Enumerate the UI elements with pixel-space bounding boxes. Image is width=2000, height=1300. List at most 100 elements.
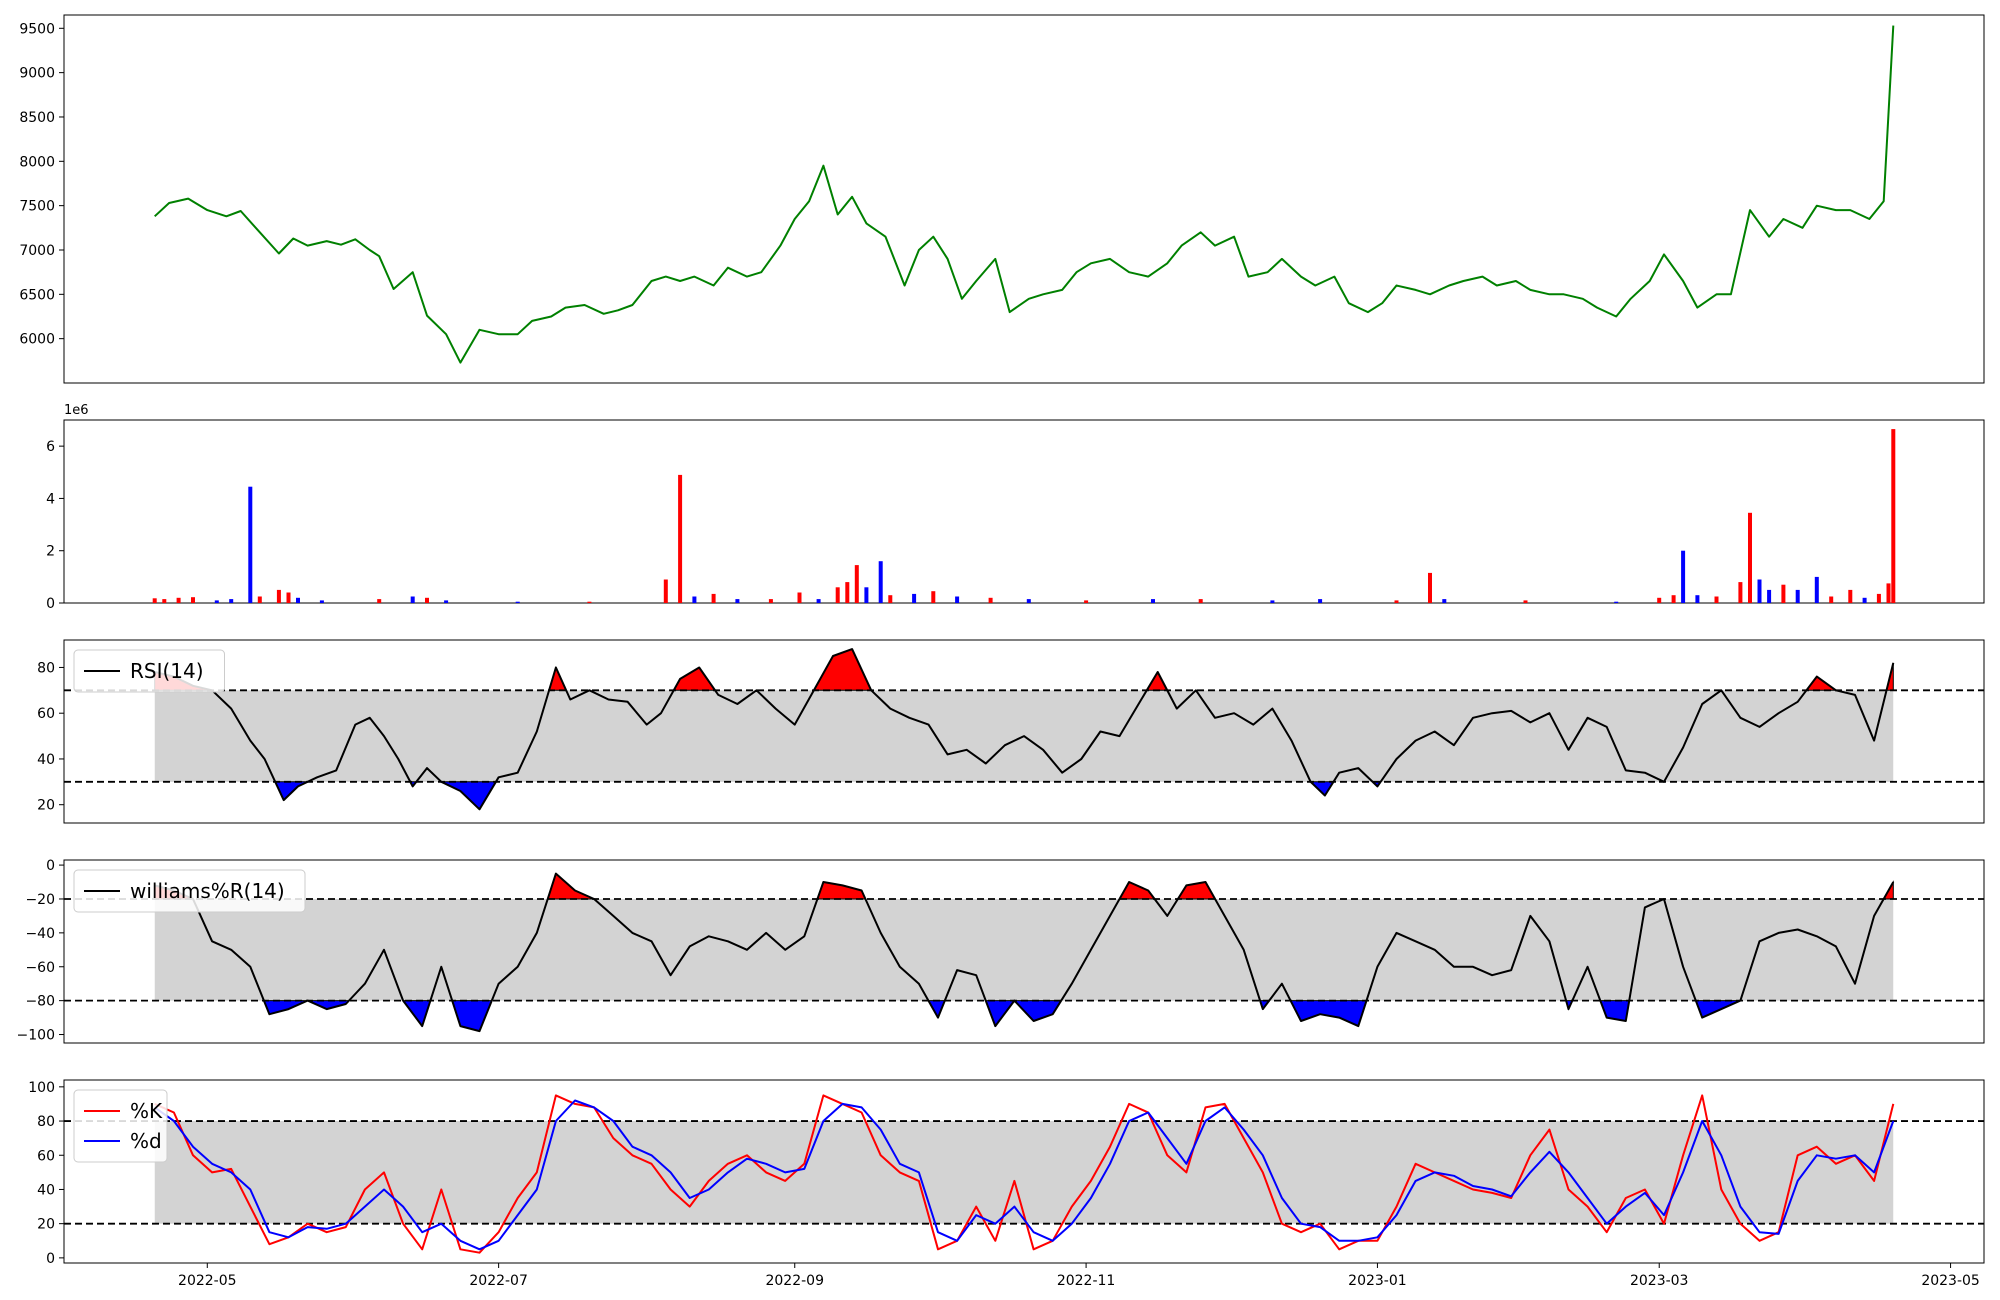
price-line [154, 25, 1895, 364]
x-tick-label: 2023-01 [1348, 1273, 1407, 1289]
volume-bar [296, 597, 300, 603]
volume-bar [1695, 595, 1700, 603]
volume-bar [1442, 599, 1447, 603]
volume-bar [191, 597, 195, 603]
price-ytick-label: 8500 [19, 110, 55, 126]
volume-ytick-label: 4 [46, 491, 55, 507]
x-tick-label: 2022-11 [1057, 1273, 1116, 1289]
date-axis: 2022-05 2022-07 2022-09 2022-11 2023-01 2023-… [178, 1263, 1980, 1289]
volume-ytick-label: 2 [46, 544, 55, 560]
price-ytick-label: 6000 [19, 332, 55, 348]
stochastic-ytick-label: 40 [37, 1182, 55, 1198]
stochastic-legend-label: %K [130, 1099, 163, 1123]
williams-frame [63, 859, 1985, 1044]
stochastic-ytick-label: 20 [37, 1217, 55, 1233]
williams-ytick-label: −20 [25, 892, 55, 908]
volume-bar [1891, 429, 1896, 603]
volume-bar [1795, 589, 1800, 603]
x-tick-label: 2023-05 [1921, 1273, 1980, 1289]
volume-bar [410, 596, 415, 603]
volume-bar [377, 599, 382, 603]
volume-bar [878, 561, 883, 603]
volume-bar [248, 486, 253, 603]
volume-bar [1681, 550, 1686, 603]
volume-bar [955, 596, 960, 603]
volume-bar [678, 474, 683, 603]
x-tick-label: 2022-05 [178, 1273, 237, 1289]
rsi-ytick-label: 80 [37, 660, 55, 676]
volume-bar [515, 601, 520, 603]
volume-bar [176, 597, 181, 603]
volume-bar [286, 592, 291, 603]
volume-bar [1738, 582, 1743, 603]
volume-bar [663, 579, 668, 603]
rsi-ytick-label: 20 [37, 798, 55, 814]
volume-bar [854, 565, 859, 603]
volume-bar [1767, 589, 1772, 603]
volume-bar [1198, 599, 1203, 603]
volume-bar [1757, 579, 1762, 603]
volume-bar [1848, 589, 1853, 603]
volume-bar [1814, 576, 1819, 603]
volume-bar [768, 599, 773, 603]
volume-bar [1862, 597, 1867, 603]
volume-bar [1394, 600, 1399, 603]
x-tick-label: 2022-07 [469, 1273, 528, 1289]
volume-bar [276, 589, 281, 603]
volume-bar [711, 593, 716, 603]
stochastic-d-line [154, 1099, 1895, 1251]
stochastic-legend [73, 1089, 168, 1163]
volume-bar [797, 592, 802, 603]
x-tick-label: 2023-03 [1630, 1273, 1689, 1289]
volume-bar [162, 599, 167, 603]
price-ytick-label: 9000 [19, 66, 55, 82]
rsi-ytick-label: 60 [37, 706, 55, 722]
price-ytick-label: 6500 [19, 287, 55, 303]
volume-bar [1671, 595, 1676, 603]
price-ytick-label: 9500 [19, 21, 55, 37]
williams-ytick-label: 0 [46, 858, 55, 874]
williams-legend-label: williams%R(14) [130, 879, 285, 903]
williams-ytick-label: −80 [25, 994, 55, 1010]
volume-bar [1084, 600, 1089, 603]
williams-panel: 0 −20 −40 −60 −80 −100 williams%R(14) [17, 858, 1985, 1044]
stochastic-panel: 0 20 40 60 80 100 %K %d [28, 1079, 1985, 1267]
volume-bar [735, 599, 740, 603]
volume-bar [444, 600, 449, 603]
volume-bar [587, 601, 592, 603]
volume-bar [1428, 572, 1432, 603]
stochastic-k-line [154, 1094, 1895, 1254]
volume-bar [214, 600, 219, 603]
volume-bar [1614, 601, 1619, 603]
volume-panel: 0 2 4 6 1e6 [46, 403, 1985, 612]
williams-legend [73, 869, 306, 913]
volume-bar [1748, 512, 1752, 603]
stochastic-legend-label: %d [130, 1129, 162, 1153]
rsi-legend [73, 649, 225, 693]
stochastic-ytick-label: 0 [46, 1251, 55, 1267]
williams-line [154, 872, 1895, 1033]
volume-bar [692, 596, 697, 603]
price-frame [63, 14, 1985, 384]
volume-bar [864, 587, 869, 603]
stochastic-frame [63, 1079, 1985, 1264]
volume-bar [1026, 599, 1031, 603]
volume-frame [63, 419, 1985, 604]
volume-bar [257, 596, 262, 603]
volume-bar [845, 582, 850, 603]
volume-bar [1318, 599, 1323, 603]
volume-bar [1523, 600, 1528, 603]
volume-offset-label: 1e6 [64, 403, 89, 418]
volume-bar [1714, 596, 1719, 603]
volume-bar [988, 597, 993, 603]
williams-ytick-label: −60 [25, 960, 55, 976]
price-ytick-label: 7500 [19, 199, 55, 215]
volume-bar [931, 591, 936, 603]
volume-bar [319, 600, 324, 603]
volume-bar [888, 595, 893, 603]
stochastic-ytick-label: 100 [28, 1080, 55, 1096]
volume-bar [1270, 600, 1275, 603]
price-ytick-label: 8000 [19, 154, 55, 170]
volume-ytick-label: 6 [46, 439, 55, 455]
williams-ytick-label: −40 [25, 926, 55, 942]
